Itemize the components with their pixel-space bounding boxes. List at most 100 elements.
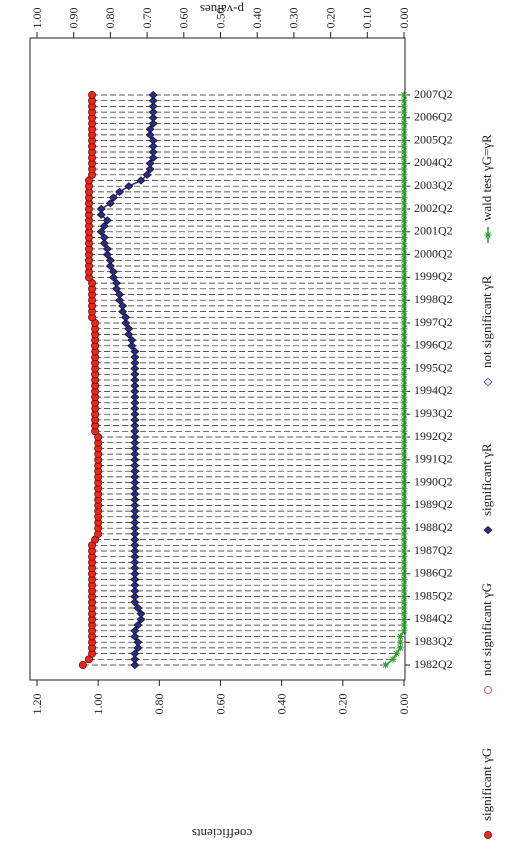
point [400,336,408,344]
point [483,525,493,535]
point [133,603,143,613]
point [400,564,408,572]
point [400,205,408,213]
point [400,501,408,509]
point [148,108,158,117]
point [111,279,122,288]
point [148,136,158,145]
point [400,604,408,612]
point [400,473,408,481]
point [382,661,390,669]
point [142,170,152,179]
point [400,313,408,321]
point [96,227,106,236]
x-tick-label: 2006Q2 [414,110,453,124]
point [130,455,140,464]
point [130,478,140,487]
point [400,450,408,458]
point [396,633,404,640]
point [400,148,408,156]
x-tick-label: 1987Q2 [414,543,453,557]
point [400,142,408,150]
point [148,96,158,105]
point [484,686,492,694]
point [400,91,408,99]
point [400,325,408,333]
point [130,660,140,670]
point [130,450,140,459]
point [105,199,115,208]
point [400,194,408,202]
x-tick-label: 1999Q2 [414,269,453,283]
point [400,553,408,561]
x-tick-label: 1991Q2 [414,452,453,466]
x-tick-label: 1988Q2 [414,520,453,534]
point [130,467,140,476]
point [400,262,408,270]
point [130,552,140,561]
y2-tick-label: 0.10 [360,8,374,29]
point [130,541,140,550]
point [121,313,131,322]
point [145,125,155,134]
point [130,626,140,635]
point [484,231,492,239]
y2-tick-label: 0.40 [250,8,264,29]
point [400,353,408,361]
point [400,256,408,264]
point [124,182,134,191]
point [400,216,408,224]
point [111,284,122,293]
point [400,120,408,127]
point [78,661,87,669]
point [483,377,493,387]
point [130,518,140,527]
point [130,581,140,590]
point [400,182,408,190]
point [400,188,408,196]
y2-tick-label: 0.60 [177,8,191,29]
point [400,291,408,298]
point [130,347,140,356]
point [130,495,140,504]
point [400,433,408,441]
point [130,512,140,521]
point [400,348,408,355]
point [124,330,134,339]
point [400,359,408,367]
point [400,273,408,281]
point [400,102,408,110]
point [88,91,97,99]
x-tick-label: 1984Q2 [414,611,453,625]
point [130,632,140,641]
point [130,489,140,499]
point [400,97,408,105]
point [102,244,112,253]
x-tick-label: 1994Q2 [414,383,453,397]
point [136,609,146,618]
point [400,524,408,532]
point [130,432,140,442]
y-axis-title: coefficients [192,826,252,841]
point [99,233,109,242]
point [136,615,146,624]
y-tick-label: 1.20 [30,694,44,715]
legend-label: significant γG [479,748,494,821]
point [108,267,118,276]
point [400,439,408,447]
point [400,376,408,384]
point [400,319,408,327]
point [130,438,140,447]
point [115,290,125,299]
point [400,615,408,623]
point [130,444,140,453]
point [130,427,140,436]
point [118,307,128,316]
point [400,576,408,583]
point [400,268,408,276]
point [400,422,408,430]
point [400,370,408,378]
legend-label: not significant γR [479,275,494,368]
x-tick-label: 2000Q2 [414,246,453,260]
point [400,462,408,469]
